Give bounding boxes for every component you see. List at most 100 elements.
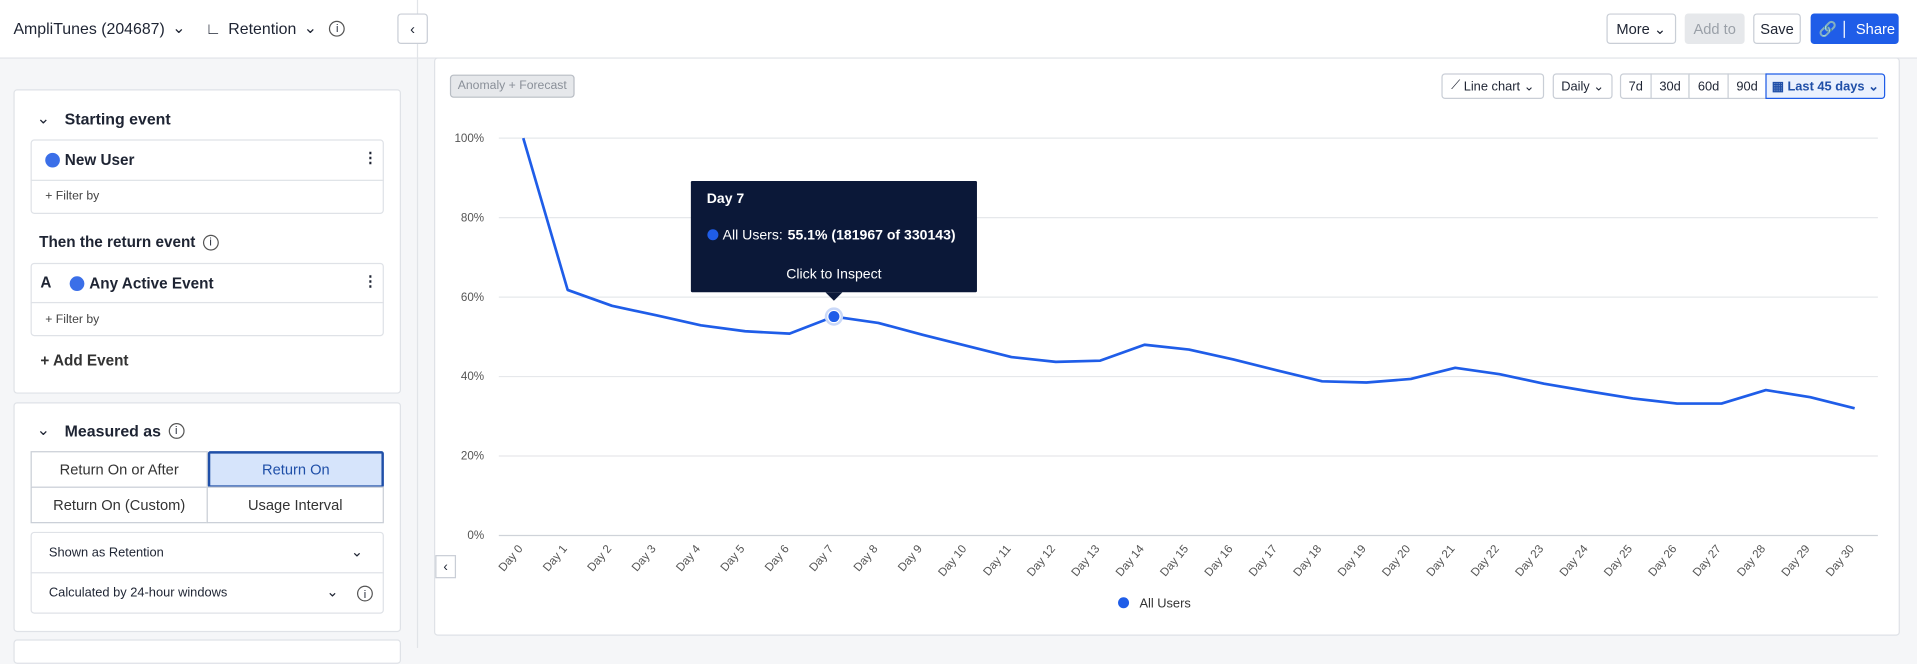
x-tick-label: Day 28 xyxy=(1735,543,1769,580)
x-tick-label: Day 9 xyxy=(896,543,925,575)
button-label: 30d xyxy=(1659,78,1681,94)
section-heading[interactable]: ⌄ Starting event xyxy=(36,108,171,128)
x-tick-label: Day 11 xyxy=(981,543,1014,579)
chart-type-selector[interactable]: ∟ Retention ⌄ i xyxy=(205,15,346,42)
kebab-menu[interactable]: ⋮ xyxy=(363,272,378,290)
x-tick-label: Day 21 xyxy=(1424,543,1458,580)
anomaly-button[interactable]: Anomaly + Forecast xyxy=(449,74,575,98)
x-tick-label: Day 10 xyxy=(936,543,970,580)
event-card xyxy=(30,139,384,214)
x-tick-label: Day 19 xyxy=(1335,543,1369,580)
project-name: AmpliTunes (204687) xyxy=(13,18,165,38)
x-tick-label: Day 18 xyxy=(1291,543,1325,580)
scroll-left-button[interactable]: ‹ xyxy=(435,555,457,579)
event-name[interactable]: New User xyxy=(45,149,134,170)
tooltip-title: Day 7 xyxy=(707,190,745,206)
tooltip-value: 55.1% (181967 of 330143) xyxy=(788,227,956,243)
option-button[interactable]: Return On (Custom) xyxy=(30,486,208,524)
event-name[interactable]: Any Active Event xyxy=(69,273,214,294)
interval-dropdown[interactable]: Daily ⌄ xyxy=(1552,73,1613,100)
hover-point xyxy=(828,311,840,323)
button-label: Anomaly + Forecast xyxy=(457,79,567,93)
tooltip-series: All Users: xyxy=(723,227,783,243)
event-letter: A xyxy=(40,273,52,291)
range-button[interactable]: 60d xyxy=(1688,73,1729,100)
chevron: ⌄ xyxy=(326,583,339,601)
chart-type-dropdown[interactable]: ⟋ Line chart ⌄ xyxy=(1441,73,1545,100)
x-tick-label: Day 7 xyxy=(807,543,836,575)
heading-text: Starting event xyxy=(64,109,171,128)
tooltip-marker xyxy=(707,229,719,241)
y-tick-label: 0% xyxy=(467,529,484,542)
tooltip-box xyxy=(690,180,977,293)
add-event-link[interactable]: + Add Event xyxy=(40,352,129,370)
save-button[interactable]: Save xyxy=(1753,13,1801,45)
x-tick-label: Day 1 xyxy=(540,543,569,575)
x-tick-label: Day 20 xyxy=(1380,543,1414,580)
dropdown-label[interactable]: Calculated by 24-hour windows xyxy=(48,585,228,601)
x-tick-label: Day 24 xyxy=(1557,542,1591,579)
button-label: 60d xyxy=(1697,78,1720,94)
x-tick-label: Day 30 xyxy=(1823,543,1857,580)
section-heading: Then the return event i xyxy=(39,231,219,253)
tooltip-line: All Users: 55.1% (181967 of 330143) xyxy=(723,227,956,243)
x-tick-label: Day 25 xyxy=(1601,543,1635,580)
x-tick-label: Day 0 xyxy=(496,543,525,575)
range-button[interactable]: 7d xyxy=(1619,73,1652,100)
option-text: Usage Interval xyxy=(247,496,343,514)
button-label: Last 45 days xyxy=(1787,78,1865,94)
heading-text: Measured as xyxy=(64,421,161,440)
x-tick-label: Day 12 xyxy=(1025,543,1059,580)
collapse-button[interactable]: ‹ xyxy=(397,13,428,45)
x-tick-label: Day 16 xyxy=(1202,543,1236,580)
range-button-active[interactable]: ▦ Last 45 days ⌄ xyxy=(1765,73,1886,100)
section-heading[interactable]: ⌄ Measured as i xyxy=(37,419,185,441)
separator xyxy=(30,179,384,181)
x-tick-label: Day 4 xyxy=(674,542,704,574)
button-label: Add to xyxy=(1693,20,1736,38)
event-text: Any Active Event xyxy=(89,274,214,292)
chart-name: Retention xyxy=(228,18,297,38)
x-tick-label: Day 26 xyxy=(1646,543,1680,580)
range-button[interactable]: 90d xyxy=(1727,73,1767,100)
option-text: Return On (Custom) xyxy=(53,496,186,514)
button-label: Share xyxy=(1855,20,1896,38)
x-tick-label: Day 3 xyxy=(629,543,658,575)
option-button-selected[interactable]: Return On xyxy=(207,451,384,488)
button-label: Daily xyxy=(1561,78,1590,94)
x-tick-label: Day 2 xyxy=(585,543,614,575)
info-icon[interactable]: i xyxy=(356,585,373,602)
share-button[interactable]: 🔗 Share xyxy=(1810,13,1899,45)
more-button[interactable]: More ⌄ xyxy=(1606,13,1677,45)
x-tick-label: Day 8 xyxy=(851,543,880,575)
x-tick-label: Day 5 xyxy=(718,543,747,575)
y-tick-label: 80% xyxy=(461,211,484,224)
filter-link[interactable]: + Filter by xyxy=(45,189,100,203)
event-card xyxy=(30,262,384,337)
button-label: Save xyxy=(1760,20,1794,38)
dropdown-label[interactable]: Shown as Retention xyxy=(48,545,164,560)
y-tick-label: 100% xyxy=(454,132,484,145)
legend-marker xyxy=(1118,597,1130,609)
x-tick-label: Day 22 xyxy=(1468,543,1502,580)
project-selector[interactable]: AmpliTunes (204687) ⌄ xyxy=(13,18,186,38)
button-label: Line chart xyxy=(1463,78,1521,94)
legend-label: All Users xyxy=(1139,596,1190,611)
x-tick-label: Day 15 xyxy=(1158,543,1192,580)
kebab-menu[interactable]: ⋮ xyxy=(363,149,378,167)
y-tick-label: 60% xyxy=(461,291,484,304)
y-tick-label: 20% xyxy=(461,450,484,463)
event-text: New User xyxy=(64,150,135,169)
chart: 0% 20% 40% 60% 80% 100% Day 0 Day 1 Day 2 Day 3 Da… xyxy=(454,132,1878,611)
add-to-button[interactable]: Add to xyxy=(1684,13,1745,45)
separator xyxy=(30,572,384,574)
y-tick-label: 40% xyxy=(461,370,484,383)
option-button[interactable]: Usage Interval xyxy=(206,486,384,524)
divider xyxy=(416,0,419,648)
filter-link[interactable]: + Filter by xyxy=(45,312,100,327)
x-tick-label: Day 27 xyxy=(1690,543,1724,580)
button-label: 7d xyxy=(1628,78,1643,94)
button-label: More xyxy=(1616,20,1650,38)
range-button[interactable]: 30d xyxy=(1650,73,1690,100)
